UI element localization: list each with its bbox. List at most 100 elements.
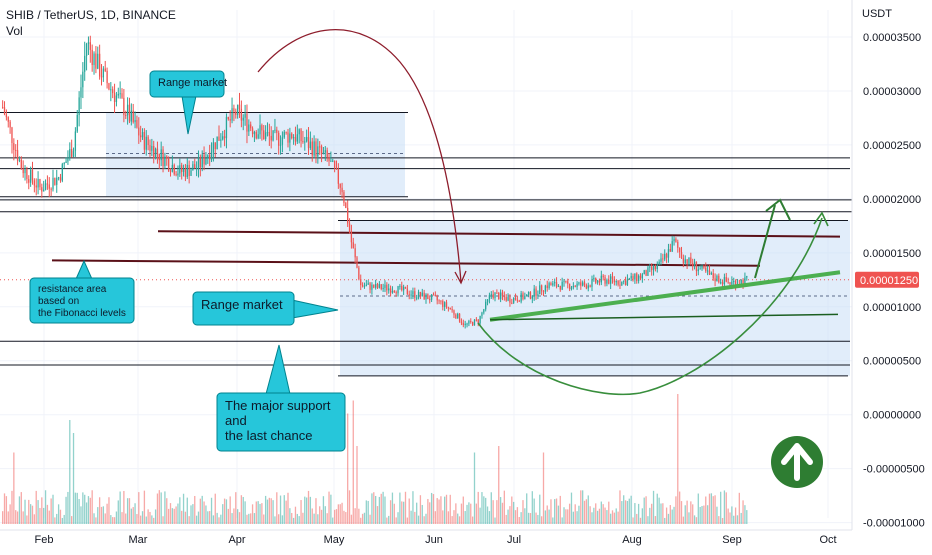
volume-bar [289,508,291,524]
volume-bar [731,506,733,524]
candle-body [393,291,395,293]
candle-body [199,158,201,168]
candle-body [703,265,705,268]
candle-body [283,131,285,138]
volume-bar [266,499,269,524]
volume-bar [35,490,37,524]
volume-bar [162,516,164,524]
volume-bar [680,501,683,524]
volume-bar [324,506,326,524]
candle-body [673,238,675,242]
volume-bar [292,517,295,524]
candle-body [106,70,108,84]
candle-body [520,293,522,302]
volume-bar [380,493,382,524]
volume-bar [322,496,325,524]
volume-bar [481,492,483,524]
volume-bar [210,497,213,524]
candle-body [255,131,257,139]
volume-bar [328,491,330,524]
volume-bar [458,516,461,524]
candle-body [15,149,17,151]
candle-body [552,283,554,286]
candle-body [630,276,632,279]
volume-bar [664,517,666,524]
volume-bar [626,500,629,524]
volume-bar [270,498,272,524]
x-tick-label: Apr [228,534,245,546]
volume-bar [205,505,207,524]
volume-bar [546,505,548,524]
volume-bar [736,515,739,524]
candle-body [401,285,403,291]
candle-body [686,259,688,264]
volume-bar [475,503,478,524]
volume-bar [71,516,73,524]
volume-bar [164,491,166,524]
candle-body [457,313,459,319]
volume-bar [375,495,377,524]
callout-range-market-1-box [149,70,225,98]
volume-bar [244,501,246,524]
candle-body [697,269,699,272]
volume-bar [315,498,317,524]
candle-body [85,43,88,56]
candle-body [578,282,580,284]
candle-body [628,278,630,280]
candle-body [611,276,614,280]
volume-bar [33,514,36,524]
volume-bar [132,507,134,524]
volume-bar [559,495,561,524]
volume-bar [179,497,181,524]
volume-bar [115,511,118,524]
volume-bar [686,500,688,524]
candle-body [391,291,394,293]
volume-bar [695,517,698,524]
volume-bar [550,499,552,524]
volume-bar [524,508,526,524]
candle-body [671,241,673,252]
volume-bar [408,498,410,524]
candle-body [718,275,720,283]
callout-major-support-text: the last chance [225,428,312,443]
candle-body [447,307,450,309]
volume-bar [80,506,82,524]
volume-bar [716,506,718,524]
volume-bar [140,515,142,524]
candle-body [44,183,47,190]
volume-bar [108,497,110,524]
volume-bar [492,500,494,524]
volume-bar [723,490,726,524]
candle-body [507,297,509,301]
candle-body [367,283,369,285]
candle-body [112,89,114,94]
volume-bar [630,495,632,524]
candle-body [395,292,397,294]
volume-bar [656,493,658,524]
candle-body [375,284,377,288]
candle-body [218,136,220,141]
volume-bar [445,494,448,524]
candle-body [264,132,267,140]
candle-body [636,273,638,282]
candle-body [664,253,666,260]
candle-body [43,189,45,192]
volume-bar [386,517,388,524]
volume-bar [643,497,645,524]
candle-body [246,113,248,132]
candle-body [74,131,77,151]
candles [2,35,748,329]
candle-body [154,148,157,159]
candle-body [136,119,138,128]
volume-bar [499,497,502,524]
candle-body [194,164,196,169]
volume-bar [397,512,399,524]
volume-bar [100,506,103,524]
volume-bar [693,515,696,524]
volume-bar [563,507,565,524]
volume-bar [283,495,285,524]
projection-arrowhead [454,270,467,285]
volume-bar [667,513,670,524]
